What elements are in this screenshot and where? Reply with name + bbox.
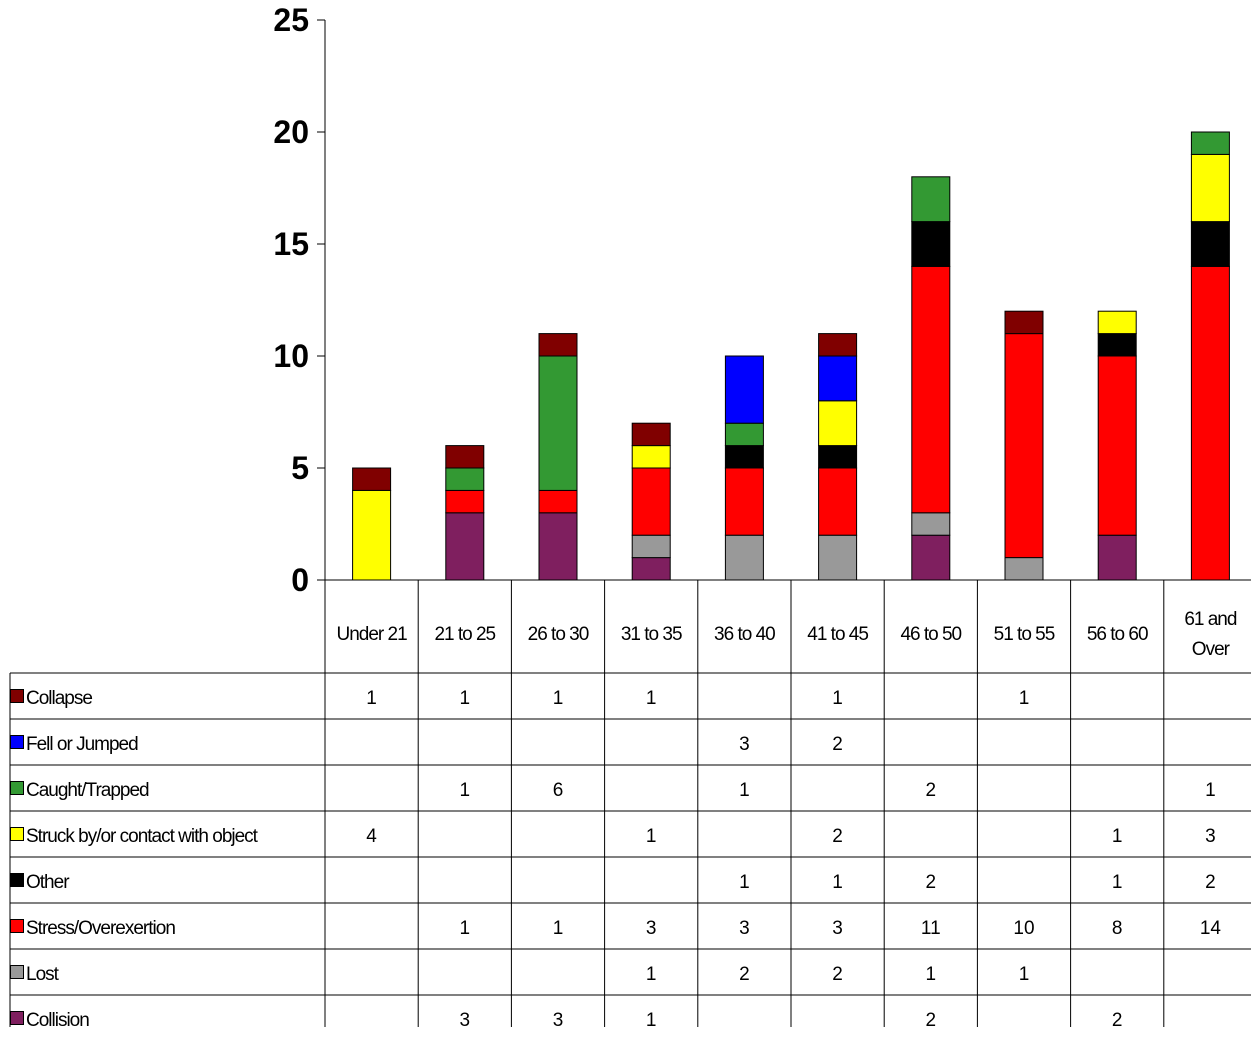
bar-segment-stress-overexertion (818, 467, 858, 536)
table-grid (9, 579, 1251, 1027)
bar-segment-caught-trapped (1190, 131, 1230, 155)
bar-segment-other (1190, 221, 1230, 267)
y-tick-label: 15 (273, 226, 309, 262)
bar-segment-struck-by-or-contact-with-object (1097, 310, 1137, 335)
bar-segment-lost (724, 534, 764, 581)
bar-segment-caught-trapped (724, 422, 764, 447)
bar-segment-struck-by-or-contact-with-object (631, 445, 671, 469)
bar-segment-struck-by-or-contact-with-object (1190, 153, 1230, 223)
bar-segment-other (1097, 333, 1137, 357)
bar-segment-lost (631, 534, 671, 559)
bar-segment-stress-overexertion (445, 489, 485, 514)
bar-segment-collapse (1004, 310, 1044, 335)
bar-segment-collapse (631, 422, 671, 447)
bars (352, 131, 1230, 581)
bar-segment-stress-overexertion (1190, 265, 1230, 581)
bar-segment-struck-by-or-contact-with-object (352, 489, 392, 581)
bar-segment-lost (818, 534, 858, 581)
bar-segment-collision (1097, 534, 1137, 581)
bar-segment-stress-overexertion (911, 265, 951, 514)
bar-segment-fell-or-jumped (818, 355, 858, 402)
bar-segment-collision (911, 534, 951, 581)
y-axis: 0 5 10 15 20 25 (273, 2, 326, 1027)
bar-segment-lost (1004, 557, 1044, 581)
bar-segment-collapse (538, 333, 578, 357)
bar-segment-stress-overexertion (631, 467, 671, 536)
y-tick-label: 20 (273, 114, 309, 150)
bar-segment-collapse (818, 333, 858, 357)
bar-segment-collision (445, 512, 485, 581)
bar-segment-stress-overexertion (538, 489, 578, 514)
y-tick-label: 10 (273, 338, 309, 374)
bar-segment-other (818, 445, 858, 469)
y-tick-label: 25 (273, 2, 309, 38)
bar-segment-collapse (352, 467, 392, 491)
bar-segment-collision (631, 557, 671, 581)
bar-segment-struck-by-or-contact-with-object (818, 400, 858, 447)
y-tick-label: 5 (291, 450, 309, 486)
bar-segment-caught-trapped (538, 355, 578, 491)
bar-segment-stress-overexertion (1004, 333, 1044, 559)
bar-segment-other (724, 445, 764, 469)
bar-segment-stress-overexertion (724, 467, 764, 536)
y-tick-label: 0 (291, 562, 309, 598)
bar-segment-lost (911, 512, 951, 536)
bar-segment-caught-trapped (445, 467, 485, 491)
bar-segment-other (911, 221, 951, 267)
bar-segment-fell-or-jumped (724, 355, 764, 424)
bar-segment-caught-trapped (911, 176, 951, 223)
bar-segment-stress-overexertion (1097, 355, 1137, 536)
bar-segment-collapse (445, 445, 485, 469)
bar-segment-collision (538, 512, 578, 581)
